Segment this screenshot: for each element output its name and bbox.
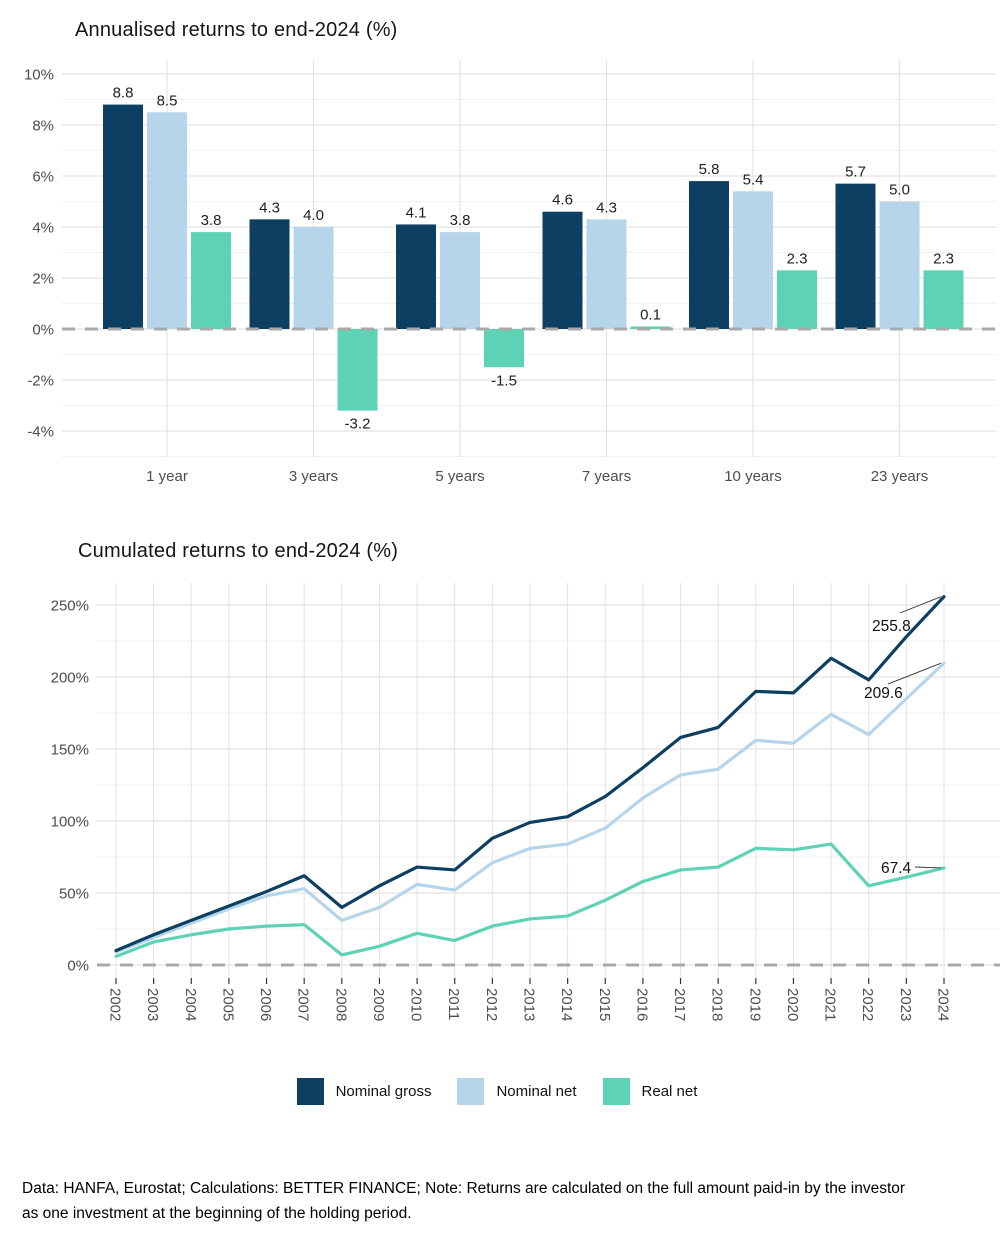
legend-label-nominal-net: Nominal net — [496, 1082, 577, 1100]
svg-text:10 years: 10 years — [724, 468, 782, 485]
svg-text:4.6: 4.6 — [552, 192, 573, 209]
svg-text:2014: 2014 — [558, 988, 575, 1021]
svg-text:2015: 2015 — [596, 988, 613, 1021]
svg-text:2020: 2020 — [784, 988, 801, 1021]
svg-text:67.4: 67.4 — [881, 860, 912, 877]
svg-text:23 years: 23 years — [871, 468, 929, 485]
svg-text:6%: 6% — [32, 169, 54, 186]
cumulated-chart-title: Cumulated returns to end-2024 (%) — [78, 540, 399, 562]
svg-text:200%: 200% — [51, 670, 89, 687]
svg-text:2.3: 2.3 — [933, 250, 954, 267]
legend-label-real-net: Real net — [641, 1082, 698, 1100]
svg-text:8.5: 8.5 — [157, 92, 178, 109]
svg-text:5 years: 5 years — [435, 468, 484, 485]
svg-text:2%: 2% — [32, 271, 54, 288]
svg-text:3 years: 3 years — [289, 468, 338, 485]
svg-text:5.0: 5.0 — [889, 182, 910, 199]
svg-text:2010: 2010 — [408, 988, 425, 1021]
svg-text:50%: 50% — [59, 886, 89, 903]
svg-text:4.0: 4.0 — [303, 207, 324, 224]
svg-text:-3.2: -3.2 — [345, 416, 371, 433]
svg-text:2011: 2011 — [445, 988, 462, 1020]
svg-text:209.6: 209.6 — [864, 685, 903, 702]
svg-text:2022: 2022 — [859, 988, 876, 1021]
svg-text:5.8: 5.8 — [699, 161, 720, 178]
legend-label-nominal-gross: Nominal gross — [335, 1082, 432, 1100]
svg-text:2005: 2005 — [219, 988, 236, 1021]
annualised-bar-chart: 10% 8% 6% 4% 2% 0% -2% -4% 1 year 3 years 5 years 7… — [24, 60, 996, 485]
svg-text:-2%: -2% — [27, 373, 54, 390]
svg-text:2013: 2013 — [520, 988, 537, 1021]
legend-swatch-nominal-gross — [296, 1077, 324, 1105]
annualised-chart-title: Annualised returns to end-2024 (%) — [75, 19, 398, 41]
svg-text:2019: 2019 — [746, 988, 763, 1021]
svg-text:250%: 250% — [51, 598, 89, 615]
svg-text:-4%: -4% — [27, 424, 54, 441]
svg-text:1 year: 1 year — [146, 468, 188, 485]
svg-text:2016: 2016 — [633, 988, 650, 1021]
legend-swatch-nominal-net — [457, 1077, 485, 1105]
svg-text:5.4: 5.4 — [743, 171, 764, 188]
svg-text:10%: 10% — [24, 67, 54, 84]
svg-text:8.8: 8.8 — [113, 85, 134, 102]
svg-text:2018: 2018 — [709, 988, 726, 1021]
source-note: Data: HANFA, Eurostat; Calculations: BET… — [22, 1180, 906, 1222]
svg-text:2023: 2023 — [897, 988, 914, 1021]
svg-text:2021: 2021 — [822, 988, 839, 1021]
svg-text:150%: 150% — [51, 742, 89, 759]
svg-text:255.8: 255.8 — [872, 618, 911, 635]
svg-text:4%: 4% — [32, 220, 54, 237]
svg-text:7 years: 7 years — [582, 468, 631, 485]
svg-text:2007: 2007 — [295, 988, 312, 1021]
svg-text:4.3: 4.3 — [596, 199, 617, 216]
svg-text:-1.5: -1.5 — [491, 372, 517, 389]
svg-text:100%: 100% — [51, 814, 89, 831]
svg-text:4.1: 4.1 — [406, 204, 427, 221]
legend: Nominal gross Nominal net Real net — [0, 1074, 1008, 1108]
svg-text:2004: 2004 — [182, 988, 199, 1021]
svg-text:2017: 2017 — [671, 988, 688, 1021]
legend-swatch-real-net — [602, 1077, 630, 1105]
svg-text:4.3: 4.3 — [259, 199, 280, 216]
svg-text:2002: 2002 — [107, 988, 124, 1021]
svg-text:2012: 2012 — [483, 988, 500, 1021]
svg-text:2006: 2006 — [257, 988, 274, 1021]
svg-text:8%: 8% — [32, 118, 54, 135]
svg-text:3.8: 3.8 — [201, 212, 222, 229]
svg-text:2024: 2024 — [934, 988, 951, 1021]
svg-text:3.8: 3.8 — [450, 212, 471, 229]
svg-text:0.1: 0.1 — [640, 306, 661, 323]
svg-text:0%: 0% — [32, 322, 54, 339]
svg-text:2008: 2008 — [332, 988, 349, 1021]
cumulated-line-chart: 0% 50% 100% 150% 200% 250% 2002 2003 2004 2005 200… — [51, 583, 1000, 1021]
svg-text:2009: 2009 — [370, 988, 387, 1021]
svg-text:2003: 2003 — [144, 988, 161, 1021]
svg-text:0%: 0% — [67, 958, 89, 975]
svg-text:2.3: 2.3 — [787, 250, 808, 267]
svg-text:5.7: 5.7 — [845, 164, 866, 181]
